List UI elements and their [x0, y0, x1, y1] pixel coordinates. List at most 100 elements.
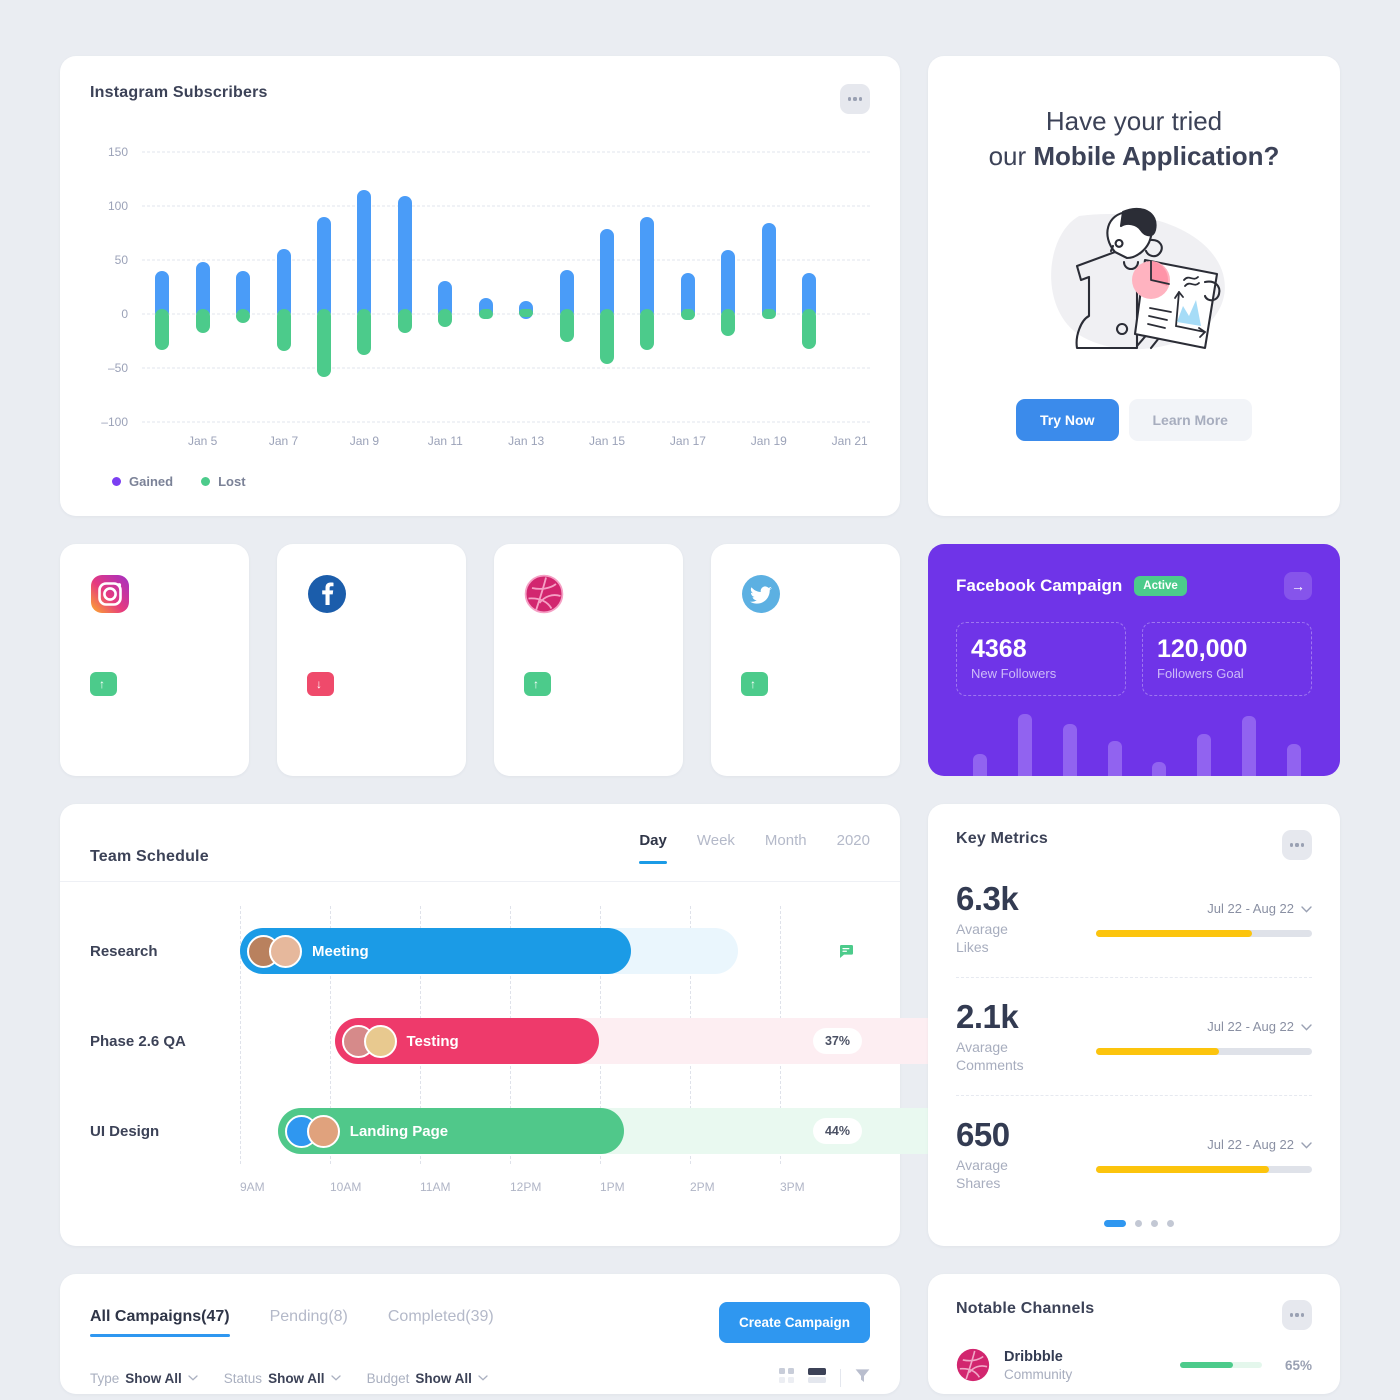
social-stat-card[interactable]: ↑: [60, 544, 249, 776]
bar-lost: [316, 309, 331, 377]
filter-type[interactable]: Type Show All: [90, 1371, 198, 1386]
metric-date-range-select[interactable]: Jul 22 - Aug 22: [1096, 1137, 1312, 1152]
tab-2020[interactable]: 2020: [836, 832, 870, 849]
followers-goal-stat: 120,000 Followers Goal: [1142, 622, 1312, 696]
pagination-dot[interactable]: [1135, 1220, 1142, 1228]
bar-gained: [600, 228, 615, 319]
bar-gained: [195, 262, 210, 319]
gantt-task-bar[interactable]: Landing Page: [277, 1108, 625, 1154]
bar-lost: [600, 309, 615, 364]
tab-week[interactable]: Week: [696, 832, 735, 849]
social-stat-card[interactable]: ↑: [494, 544, 683, 776]
facebook-campaign-card[interactable]: Facebook Campaign Active → 4368 New Foll…: [928, 544, 1340, 776]
gridline: [142, 151, 870, 153]
promo-headline-line1: Have your tried: [1045, 106, 1223, 136]
metric-progress-bar: [1096, 930, 1312, 938]
social-stats-row: ↑ ↓ ↑ ↑: [60, 544, 900, 776]
mobile-app-promo-card: Have your tried our Mobile Application?: [928, 56, 1340, 516]
bar-group: [627, 152, 667, 422]
arrow-right-icon[interactable]: →: [1284, 572, 1312, 600]
metric-left: 2.1k Avarage Comments: [956, 1000, 1096, 1075]
chart-gridlines: [142, 151, 870, 423]
chevron-down-icon: [1301, 1019, 1312, 1034]
mini-bar: [1152, 762, 1167, 776]
metric-left: 650 Avarage Shares: [956, 1118, 1096, 1193]
pagination-dot[interactable]: [1104, 1220, 1126, 1228]
gantt-time-label: 12PM: [510, 1180, 542, 1194]
assignee-avatars: [341, 1024, 397, 1058]
gantt-time-label: 9AM: [240, 1180, 265, 1194]
x-tick-label: [789, 434, 829, 448]
metric-label: Avarage Likes: [956, 921, 1008, 955]
ellipsis-icon[interactable]: [1282, 830, 1312, 860]
list-view-icon[interactable]: [808, 1368, 826, 1388]
avatar: [269, 934, 302, 968]
gridline: [142, 205, 870, 207]
filter-icon[interactable]: [855, 1368, 870, 1388]
metric-value: 2.1k: [956, 997, 1019, 1035]
metric-value: 650: [956, 1115, 1010, 1153]
bar-lost: [155, 309, 170, 350]
metric-right: Jul 22 - Aug 22: [1096, 1019, 1312, 1056]
gantt-row-label: Phase 2.6 QA: [90, 1032, 186, 1050]
create-campaign-button[interactable]: Create Campaign: [718, 1302, 870, 1343]
instagram-subscribers-card: Instagram Subscribers 150 100 50 0 –50 –100 J…: [60, 56, 900, 516]
comment-icon[interactable]: [830, 935, 862, 967]
bar-gained: [761, 223, 776, 319]
filter-status[interactable]: Status Show All: [224, 1371, 341, 1386]
metric-date-range-select[interactable]: Jul 22 - Aug 22: [1096, 901, 1312, 916]
x-tick-label: Jan 9: [349, 434, 380, 448]
mini-bar-slot: [958, 706, 1003, 776]
bar-gained: [316, 216, 331, 319]
pagination-dot[interactable]: [1151, 1220, 1158, 1228]
social-stat-card[interactable]: ↑: [711, 544, 900, 776]
bar-lost: [721, 309, 736, 336]
gantt-rows: Research Meeting Phase 2.6 QA 37% Testing UI …: [90, 906, 1003, 1176]
metric-date-range-select[interactable]: Jul 22 - Aug 22: [1096, 1019, 1312, 1034]
mini-bar: [1018, 714, 1033, 776]
x-tick-label: [627, 434, 667, 448]
legend-label: Lost: [218, 474, 246, 489]
ellipsis-icon[interactable]: [840, 84, 870, 114]
divider: [840, 1369, 841, 1387]
gantt-task-name: Landing Page: [349, 1122, 449, 1140]
tab-day[interactable]: Day: [639, 832, 667, 864]
schedule-header: Team Schedule Day Week Month 2020: [60, 804, 900, 881]
bar-group: [749, 152, 789, 422]
metric-left: 6.3k Avarage Likes: [956, 882, 1096, 957]
campaigns-tab[interactable]: Pending(8): [269, 1308, 348, 1325]
gantt-task-name: Testing: [406, 1032, 459, 1050]
x-tick-label: [223, 434, 263, 448]
avatar: [363, 1024, 397, 1058]
gantt-track: 44% Landing Page: [240, 1108, 1003, 1154]
list-item[interactable]: Dribbble Community 65%: [956, 1348, 1312, 1382]
grid-view-icon[interactable]: [779, 1368, 794, 1388]
x-tick-label: [385, 434, 425, 448]
gantt-task-bar[interactable]: Meeting: [240, 928, 631, 974]
pagination-dot[interactable]: [1167, 1220, 1174, 1228]
gantt-time-label: 2PM: [690, 1180, 715, 1194]
channel-name: Dribbble: [1004, 1349, 1063, 1365]
metric-right: Jul 22 - Aug 22: [1096, 1137, 1312, 1174]
x-tick-label: Jan 5: [187, 434, 218, 448]
ellipsis-icon[interactable]: [1282, 1300, 1312, 1330]
bar-lost: [195, 309, 210, 334]
social-stat-card[interactable]: ↓: [277, 544, 466, 776]
tab-month[interactable]: Month: [764, 832, 807, 849]
legend-item[interactable]: Gained: [112, 474, 173, 489]
legend-item[interactable]: Lost: [201, 474, 246, 489]
notable-channels-header: Notable Channels: [956, 1300, 1312, 1330]
followers-goal-value: 120,000: [1157, 635, 1248, 663]
filter-budget[interactable]: Budget Show All: [367, 1371, 488, 1386]
mini-bar-slot: [1182, 706, 1227, 776]
metric-date-range: Jul 22 - Aug 22: [1207, 1019, 1294, 1035]
gantt-row-label: Research: [90, 942, 158, 960]
try-now-button[interactable]: Try Now: [1016, 399, 1119, 442]
page-title: Instagram Subscribers: [90, 84, 268, 101]
campaigns-tab[interactable]: Completed(39): [387, 1308, 494, 1325]
campaigns-tab[interactable]: All Campaigns(47): [90, 1308, 230, 1337]
bar-lost: [438, 309, 453, 327]
gantt-task-bar[interactable]: Testing: [334, 1018, 600, 1064]
channel-text: Dribbble Community: [1004, 1348, 1072, 1382]
learn-more-button[interactable]: Learn More: [1128, 399, 1252, 442]
